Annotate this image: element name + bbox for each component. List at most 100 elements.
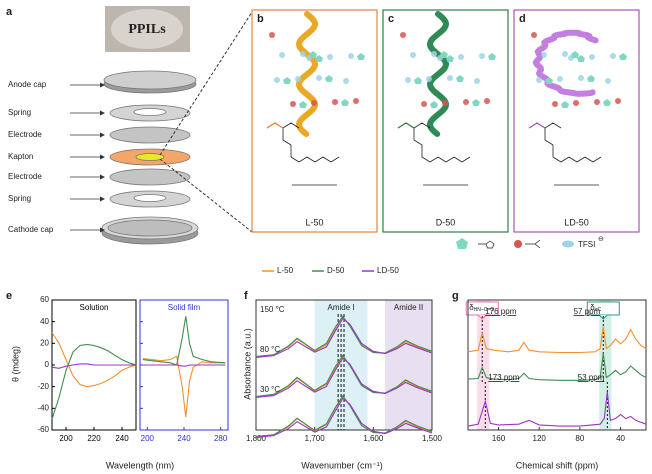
- arrow-head: [100, 132, 105, 138]
- ion: [353, 98, 359, 104]
- data-line: [142, 355, 226, 418]
- panel-label: a: [6, 6, 13, 18]
- polymer-name: L-50: [305, 217, 323, 227]
- ion: [332, 99, 338, 105]
- plot-frame: [255, 299, 433, 431]
- y-tick-label: -40: [37, 403, 49, 412]
- legend-label: L-50: [277, 266, 294, 275]
- x-tick-label: 220: [87, 434, 101, 443]
- x-tick-label: 1,600: [363, 434, 384, 443]
- chem-color: [528, 122, 546, 129]
- data-line: [255, 397, 433, 438]
- x-tick-label: 1,800: [246, 434, 267, 443]
- triazole: [456, 75, 464, 82]
- shift-sub: HN–C=O: [474, 307, 495, 313]
- helix: [426, 11, 450, 137]
- arrow-head: [100, 82, 105, 88]
- ion: [431, 51, 437, 57]
- key-ammonium: [525, 239, 541, 249]
- shift-annotation: 53 ppm: [578, 373, 605, 382]
- chem-color: [266, 122, 284, 129]
- ion: [421, 101, 427, 107]
- shift-symbol: δ: [590, 303, 595, 312]
- polymer-name: LD-50: [564, 217, 589, 227]
- ion: [573, 100, 579, 106]
- data-line: [142, 316, 226, 366]
- subplot-title: 150 °C: [260, 305, 285, 314]
- subplot-title: Solution: [80, 303, 109, 312]
- data-line: [51, 332, 137, 388]
- ion: [562, 51, 568, 57]
- triazole: [440, 51, 448, 58]
- y-tick-label: -20: [37, 382, 49, 391]
- panel-label: d: [519, 13, 526, 25]
- ion: [426, 76, 432, 82]
- ion: [458, 54, 464, 60]
- panel-frame: [251, 9, 378, 233]
- x-tick-label: 280: [214, 434, 228, 443]
- triazole: [561, 101, 569, 108]
- triazole: [571, 51, 579, 58]
- y-tick-label: 60: [40, 295, 49, 304]
- triazole: [325, 75, 333, 82]
- data-line: [255, 315, 433, 358]
- key-anion-label: TFSI: [578, 240, 595, 249]
- legend-label: D-50: [327, 266, 345, 275]
- shift-symbol: δ: [469, 303, 474, 312]
- key-triazole: [478, 240, 495, 249]
- x-tick-label: 240: [177, 434, 191, 443]
- shift-sub: αC: [595, 307, 602, 313]
- ion: [552, 101, 558, 107]
- key-anion: [562, 240, 574, 248]
- triazole: [283, 77, 291, 84]
- key-anion-charge: ⊖: [598, 236, 604, 243]
- panel-label: f: [244, 290, 248, 302]
- ion: [400, 32, 406, 38]
- zoom-lines: [159, 11, 253, 233]
- ion: [536, 77, 542, 83]
- ion: [615, 98, 621, 104]
- x-tick-label: 160: [492, 434, 506, 443]
- ion: [295, 76, 301, 82]
- subplot-title: 30 °C: [260, 385, 280, 394]
- panel-label: e: [6, 290, 12, 302]
- triazole: [315, 55, 323, 62]
- triazole: [299, 101, 307, 108]
- x-tick-label: 1,700: [305, 434, 326, 443]
- shift-annotation: 176 ppm: [485, 307, 516, 316]
- ion: [531, 32, 537, 38]
- cell-stack: [101, 70, 199, 245]
- y-tick-label: 20: [40, 338, 49, 347]
- panel-frame: [382, 9, 509, 233]
- ion: [311, 100, 317, 106]
- data-line: [51, 343, 137, 420]
- chem-color: [397, 122, 415, 129]
- ion: [610, 53, 616, 59]
- triazole: [446, 55, 454, 62]
- ion: [594, 99, 600, 105]
- arrow-head: [100, 227, 105, 233]
- band-label: Amide I: [328, 303, 355, 312]
- y-tick-label: 0: [45, 360, 50, 369]
- shift-annotation: 173 ppm: [488, 373, 519, 382]
- panel-label: g: [452, 290, 459, 302]
- ion: [589, 54, 595, 60]
- data-line: [142, 364, 226, 367]
- photo-disc: [111, 9, 183, 49]
- data-line: [467, 391, 647, 427]
- triazole: [341, 99, 349, 106]
- x-axis-label: Wavenumber (cm⁻¹): [301, 460, 382, 470]
- subplot-title: 80 °C: [260, 345, 280, 354]
- ion: [463, 99, 469, 105]
- arrow-head: [100, 174, 105, 180]
- data-line: [255, 394, 433, 438]
- subplot-title: Solid film: [168, 303, 201, 312]
- triazole: [587, 75, 595, 82]
- ion: [300, 51, 306, 57]
- band-label: Amide II: [394, 303, 423, 312]
- triazole: [545, 77, 553, 84]
- ion: [348, 53, 354, 59]
- part-label: Spring: [8, 194, 31, 203]
- triazole: [414, 77, 422, 84]
